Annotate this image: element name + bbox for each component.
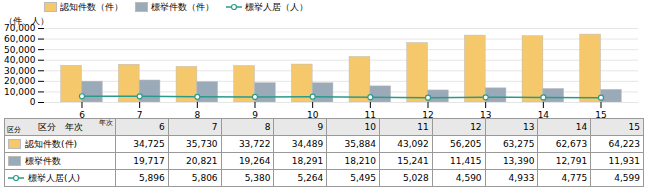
html-text:8: 8 [264, 122, 271, 132]
html-text:15,241: 15,241 [397, 156, 429, 166]
html-text:63,275: 63,275 [502, 139, 535, 149]
html-text:19,264: 19,264 [238, 156, 271, 166]
html-text:5,264: 5,264 [297, 173, 324, 183]
html-text:区分 年次: 区分 年次 [37, 122, 83, 132]
html-text:35,730: 35,730 [186, 139, 218, 149]
html-text:5,896: 5,896 [139, 173, 165, 183]
html-text:区分: 区分 [7, 126, 21, 134]
html-text:13,390: 13,390 [502, 156, 535, 166]
html-text:4,590: 4,590 [455, 173, 482, 183]
html-text:33,722: 33,722 [238, 139, 271, 149]
svg-text:70,000: 70,000 [4, 23, 36, 34]
html-text:4,599: 4,599 [614, 173, 640, 183]
html-text:19,717: 19,717 [133, 156, 165, 166]
html-text:4,933: 4,933 [508, 173, 535, 183]
html-text:標挙件数: 標挙件数 [25, 156, 61, 166]
html-text:標挙人居(人): 標挙人居(人) [28, 173, 80, 183]
html-text:11,931: 11,931 [608, 156, 640, 166]
svg-text:9: 9 [252, 110, 258, 118]
html-text:6: 6 [159, 122, 165, 132]
html-text:18,291: 18,291 [291, 156, 324, 166]
html-text:年次: 年次 [99, 119, 113, 127]
svg-text:15: 15 [595, 110, 606, 118]
svg-text:8: 8 [194, 110, 200, 118]
svg-text:40,000: 40,000 [4, 55, 36, 65]
html-text:11: 11 [417, 122, 429, 132]
svg-text:10,000: 10,000 [4, 87, 36, 97]
html-text:5,806: 5,806 [191, 173, 218, 183]
svg-text:50,000: 50,000 [4, 45, 36, 55]
html-text:標挙人居（人）: 標挙人居（人） [245, 1, 308, 12]
html-text:15: 15 [628, 122, 640, 132]
html-text:7: 7 [211, 122, 218, 132]
html-text:認知件数(件): 認知件数(件) [25, 139, 77, 149]
svg-text:7: 7 [137, 110, 143, 118]
svg-text:13: 13 [480, 110, 491, 118]
html-text:5,495: 5,495 [350, 173, 376, 183]
svg-text:14: 14 [538, 110, 550, 118]
html-text:12,791: 12,791 [555, 156, 588, 166]
svg-text:6: 6 [79, 110, 85, 118]
svg-text:20,000: 20,000 [4, 76, 36, 86]
html-text:14: 14 [575, 122, 588, 132]
html-text:標挙件数（件）: 標挙件数（件） [151, 1, 214, 12]
html-text:認知件数（件）: 認知件数（件） [60, 1, 123, 12]
html-text:43,092: 43,092 [397, 139, 429, 149]
html-text:20,821: 20,821 [186, 156, 218, 166]
svg-text:11: 11 [365, 110, 376, 118]
html-text:35,884: 35,884 [344, 139, 376, 149]
html-text:64,223: 64,223 [608, 139, 640, 149]
html-text:5,028: 5,028 [403, 173, 429, 183]
html-text:56,205: 56,205 [450, 139, 482, 149]
html-text:4,775: 4,775 [561, 173, 588, 183]
html-text:10: 10 [364, 122, 376, 132]
html-text:34,489: 34,489 [291, 139, 324, 149]
svg-text:12: 12 [422, 110, 433, 118]
svg-text:30,000: 30,000 [4, 66, 36, 76]
html-text:13: 13 [522, 122, 535, 132]
svg-text:10: 10 [307, 110, 319, 118]
html-text:5,380: 5,380 [244, 173, 271, 183]
html-text:9: 9 [317, 122, 324, 132]
svg-text:60,000: 60,000 [4, 34, 36, 44]
html-text:12: 12 [470, 122, 482, 132]
html-text:11,415: 11,415 [450, 156, 482, 166]
svg-text:0: 0 [30, 97, 36, 107]
html-text:18,210: 18,210 [344, 156, 376, 166]
html-text:62,673: 62,673 [555, 139, 588, 149]
svg-text:（件、人）: （件、人） [4, 16, 49, 26]
html-text:34,725: 34,725 [133, 139, 165, 149]
